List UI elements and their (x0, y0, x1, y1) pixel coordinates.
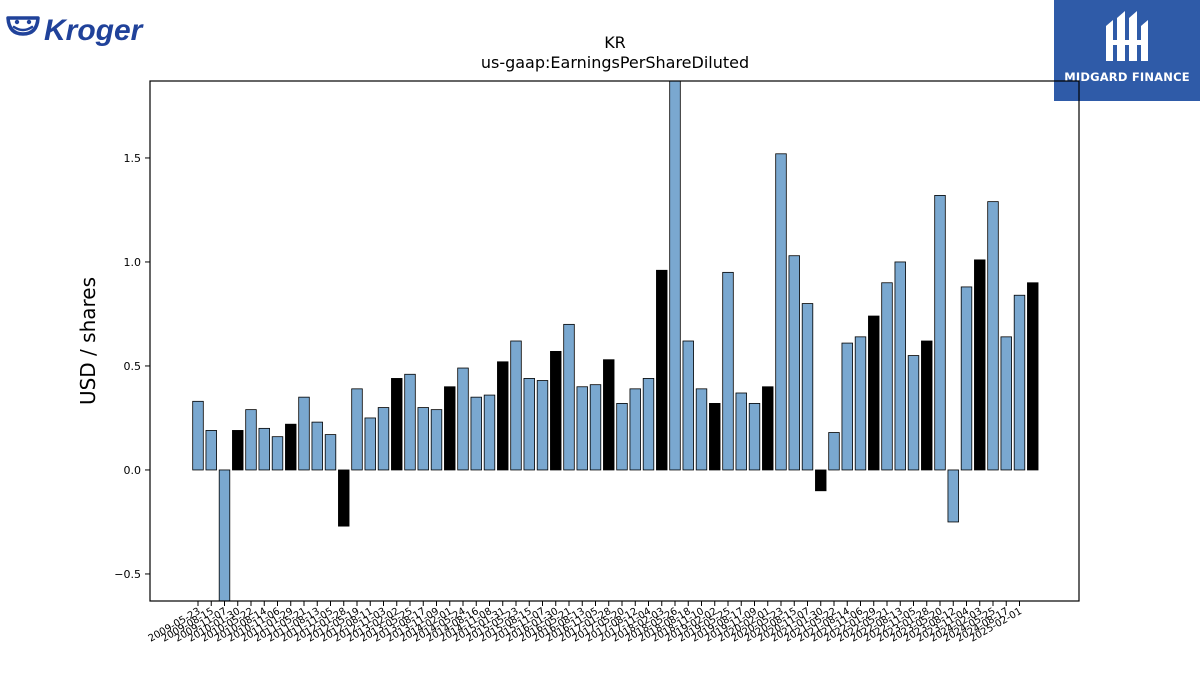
bar-2023-01-28 (921, 340, 933, 471)
midgard-finance-logo: MIDGARD FINANCE (1054, 0, 1200, 101)
y-axis-ticks: −0.5 0.0 0.5 1.0 1.5 (114, 152, 150, 581)
bar-2019-02-02 (709, 402, 721, 471)
bar-2020-08-15 (788, 255, 800, 471)
bar-2013-05-25 (404, 373, 416, 471)
kroger-logo-text: Kroger (44, 14, 145, 47)
bar-2014-08-16 (470, 396, 482, 471)
bar-2025-02-01 (1013, 294, 1026, 471)
bar-2010-08-14 (258, 427, 270, 471)
bar-2010-01-30 (232, 430, 244, 471)
bar-2013-11-09 (430, 409, 443, 471)
y-tick-label: 0.0 (124, 464, 142, 477)
bar-2020-11-07 (801, 303, 814, 471)
y-tick-label: 1.0 (124, 256, 142, 269)
bar-2011-08-13 (311, 421, 323, 471)
bar-2017-05-20 (616, 402, 628, 471)
bar-2014-11-08 (483, 394, 496, 471)
bar-2021-05-22 (828, 432, 840, 471)
bar-2016-05-21 (563, 323, 575, 471)
bar-2012-05-19 (351, 388, 363, 471)
midgard-emblem-icon (1106, 11, 1148, 61)
bar-2019-05-25 (722, 271, 734, 471)
bar-2023-11-04 (960, 286, 973, 471)
kroger-logo-icon: Kroger (6, 14, 145, 47)
bar-2018-11-10 (695, 388, 708, 471)
bar-2011-05-21 (298, 396, 310, 471)
bar-2021-08-14 (841, 342, 853, 471)
bar-2021-01-30 (815, 469, 827, 492)
bar-2012-11-03 (377, 407, 390, 471)
bar-2010-05-22 (245, 409, 257, 471)
bar-2022-05-21 (881, 282, 893, 471)
bar-2023-05-20 (934, 194, 946, 471)
bar-2022-08-13 (894, 261, 906, 471)
bar-2013-02-02 (391, 378, 403, 471)
chart-title: KR (604, 33, 626, 52)
bar-2010-11-06 (271, 436, 284, 471)
y-tick-label: 0.5 (124, 360, 142, 373)
bar-2017-01-28 (603, 359, 615, 471)
plot-frame (149, 80, 1080, 602)
bar-2019-08-17 (735, 392, 747, 471)
kroger-logo: Kroger (0, 0, 150, 60)
x-axis-ticks: 2009-05-232009-08-152009-11-072010-01-30… (147, 601, 1024, 645)
y-tick-label: −0.5 (114, 568, 141, 581)
bars-group (192, 81, 1039, 601)
bar-2011-11-05 (324, 434, 337, 471)
bar-2020-05-23 (775, 153, 787, 471)
bar-2023-08-12 (947, 469, 959, 523)
bar-2015-05-23 (510, 340, 522, 471)
bar-2009-05-23 (192, 400, 204, 471)
y-axis-label: USD / shares (76, 277, 100, 405)
bar-2015-01-31 (497, 361, 509, 471)
bar-2024-05-25 (987, 201, 999, 471)
y-tick-label: 1.5 (124, 152, 142, 165)
bar-2016-01-30 (550, 350, 562, 471)
bar-2017-11-04 (642, 378, 655, 471)
bar-2014-05-24 (457, 367, 469, 471)
bar-2022-01-29 (868, 315, 880, 471)
bar-2020-02-01 (762, 386, 774, 471)
bar-2014-02-01 (444, 386, 456, 471)
bar-2018-05-26 (669, 81, 681, 471)
bar-2024-08-17 (1000, 336, 1012, 471)
bar-2018-02-03 (656, 269, 668, 471)
bar-2009-08-15 (205, 430, 217, 471)
bar-2015-11-07 (536, 380, 549, 471)
bar-2024-02-03 (974, 259, 986, 471)
bar-2015-08-15 (523, 378, 535, 471)
bar-2017-08-12 (629, 388, 641, 471)
bar-2016-08-13 (576, 386, 588, 471)
bar-2022-11-05 (907, 355, 920, 471)
bar-2009-11-07 (218, 469, 231, 601)
bar-2021-11-06 (854, 336, 867, 471)
bar-2018-08-18 (682, 340, 694, 471)
chart-subtitle: us-gaap:EarningsPerShareDiluted (481, 53, 749, 72)
bar-2019-11-09 (748, 402, 761, 471)
bar-2013-08-17 (417, 407, 429, 471)
bar-undefined (1027, 282, 1039, 471)
bar-2012-01-28 (338, 469, 350, 527)
bar-2016-11-05 (589, 384, 602, 471)
bar-2011-01-29 (285, 423, 297, 471)
midgard-logo-text: MIDGARD FINANCE (1064, 70, 1190, 84)
bar-2012-08-11 (364, 417, 376, 471)
